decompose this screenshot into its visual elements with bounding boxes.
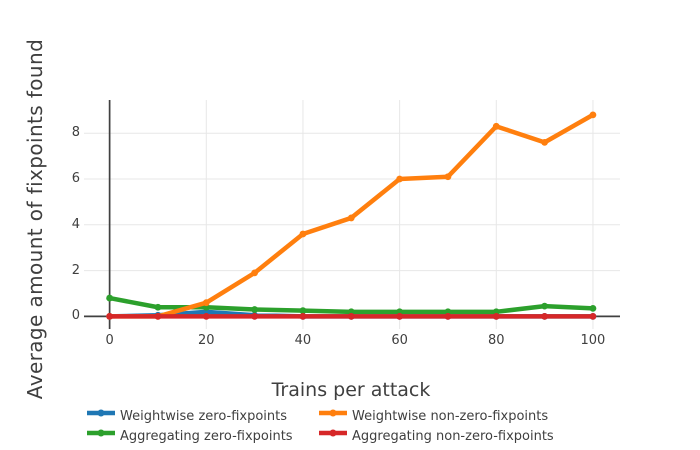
series-marker <box>589 111 597 119</box>
series-marker <box>492 122 500 130</box>
legend-label: Weightwise zero-fixpoints <box>120 409 288 424</box>
legend-label: Aggregating zero-fixpoints <box>120 428 293 444</box>
series-marker <box>492 313 500 320</box>
y-tick-label: 8 <box>71 125 80 141</box>
x-axis-title: Trains per attack <box>271 379 431 401</box>
legend-swatch-1f77b4 <box>87 409 115 417</box>
series-marker <box>251 313 259 320</box>
series-marker <box>541 302 549 310</box>
series-marker <box>589 304 597 312</box>
series-marker <box>541 138 549 146</box>
legend-marker <box>329 409 337 417</box>
series-marker <box>154 303 162 311</box>
series-marker <box>541 313 549 320</box>
series-marker <box>202 299 210 307</box>
legend-label: Weightwise non-zero-fixpoints <box>352 409 549 424</box>
series-marker <box>444 313 452 320</box>
series-marker <box>347 313 355 320</box>
series-marker <box>444 173 452 181</box>
series-marker <box>299 313 307 320</box>
x-tick-label: 20 <box>197 333 215 348</box>
series-marker <box>154 313 162 320</box>
y-tick-label: 4 <box>71 216 80 232</box>
y-tick-label: 6 <box>71 171 80 186</box>
x-tick-label: 60 <box>391 333 408 348</box>
series-marker <box>299 307 307 315</box>
legend-marker <box>329 429 337 436</box>
y-tick-label: 0 <box>71 308 80 324</box>
series-marker <box>106 294 114 302</box>
legend-marker <box>97 429 105 436</box>
series-marker <box>396 175 404 183</box>
legend-label: Aggregating non-zero-fixpoints <box>352 428 554 444</box>
series-marker <box>251 269 259 277</box>
series-marker <box>347 214 355 222</box>
x-tick-label: 100 <box>580 333 606 348</box>
y-axis-title: Average amount of fixpoints found <box>23 38 47 400</box>
y-tick-label: 2 <box>71 262 80 278</box>
series-marker <box>396 313 404 320</box>
series-marker <box>251 306 259 313</box>
series-marker <box>589 313 597 320</box>
series-marker <box>106 313 114 320</box>
legend-swatch-ff7f0e <box>319 409 347 417</box>
series-marker <box>299 230 307 238</box>
x-tick-label: 40 <box>294 333 312 348</box>
x-tick-label: 0 <box>105 333 114 348</box>
legend-swatch-2ca02c <box>87 429 115 436</box>
series-marker <box>202 313 210 320</box>
legend-marker <box>97 409 105 417</box>
legend-swatch-d62728 <box>319 429 347 436</box>
x-tick-label: 80 <box>487 333 505 348</box>
